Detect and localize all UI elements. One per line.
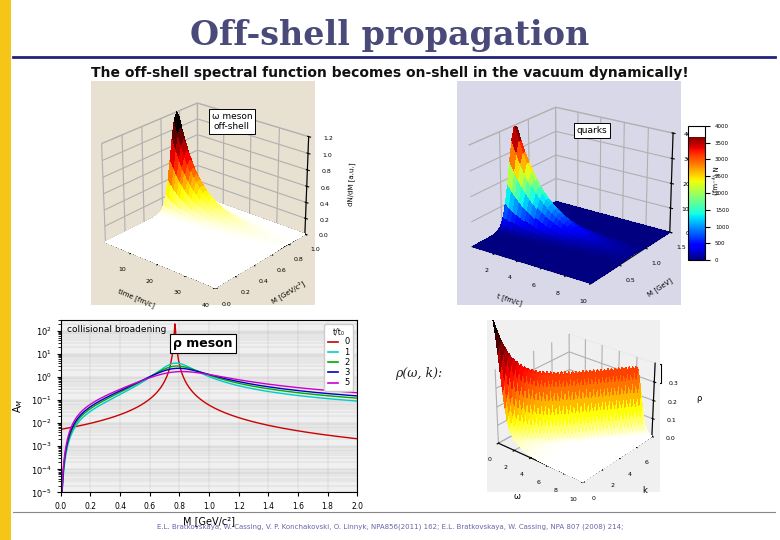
- Line: 2: 2: [61, 366, 357, 492]
- Text: collisional broadening: collisional broadening: [67, 325, 166, 334]
- 2: [353, 395, 362, 401]
- 0: [217, 408, 226, 415]
- Bar: [0, 0, 11, 540]
- 1: [346, 397, 356, 404]
- 0: [200, 399, 209, 405]
- 2: [217, 376, 226, 382]
- Line: 3: 3: [61, 368, 357, 492]
- X-axis label: time [fm/c]: time [fm/c]: [117, 288, 155, 309]
- Legend: 0, 1, 2, 3, 5: 0, 1, 2, 3, 5: [324, 324, 353, 391]
- 5: [56, 489, 66, 496]
- Line: 1: 1: [61, 363, 357, 492]
- 5: [200, 370, 209, 377]
- 1: [217, 378, 226, 384]
- 2: [300, 390, 309, 397]
- Text: Off-shell propagation: Off-shell propagation: [190, 18, 590, 52]
- 2: [197, 369, 207, 376]
- 1: [353, 398, 362, 404]
- 5: [300, 385, 309, 392]
- 1: [197, 370, 207, 377]
- 1: [300, 393, 309, 400]
- 3: [217, 375, 226, 381]
- 2: [56, 489, 66, 496]
- 3: [346, 392, 356, 399]
- 0: [56, 426, 66, 433]
- X-axis label: M [GeV/c²]: M [GeV/c²]: [183, 516, 235, 526]
- 1: [233, 382, 243, 389]
- 5: [177, 368, 186, 375]
- 1: [56, 489, 66, 496]
- Y-axis label: A$_M$: A$_M$: [12, 399, 25, 413]
- Y-axis label: M [GeV]: M [GeV]: [647, 277, 674, 298]
- Line: 5: 5: [61, 372, 357, 492]
- 1: [200, 371, 209, 377]
- Text: gluon: gluon: [622, 367, 658, 380]
- Text: quarks: quarks: [576, 126, 607, 135]
- 2: [233, 380, 243, 386]
- 0: [197, 397, 207, 404]
- Line: 0: 0: [61, 324, 357, 438]
- 3: [200, 370, 209, 376]
- 0: [170, 321, 179, 327]
- 3: [300, 388, 309, 395]
- 2: [346, 394, 356, 401]
- 5: [233, 376, 243, 383]
- 0: [300, 429, 309, 435]
- Text: ρ meson: ρ meson: [173, 338, 233, 350]
- 3: [233, 378, 243, 384]
- 5: [353, 389, 362, 396]
- Text: ω meson
off-shell: ω meson off-shell: [211, 112, 252, 131]
- 5: [197, 370, 207, 376]
- 2: [172, 363, 182, 369]
- X-axis label: t [fm/c]: t [fm/c]: [496, 293, 523, 307]
- 5: [217, 374, 226, 380]
- 3: [174, 365, 183, 372]
- 5: [346, 389, 356, 395]
- 0: [346, 435, 356, 441]
- X-axis label: ω: ω: [514, 492, 520, 501]
- 3: [353, 393, 362, 399]
- Y-axis label: k: k: [642, 486, 647, 495]
- Text: The off-shell spectral function becomes on-shell in the vacuum dynamically!: The off-shell spectral function becomes …: [91, 66, 689, 80]
- 3: [197, 369, 207, 376]
- 0: [233, 414, 243, 421]
- 3: [56, 489, 66, 496]
- 0: [353, 435, 362, 442]
- Y-axis label: M [GeV/c²]: M [GeV/c²]: [270, 279, 306, 305]
- Text: ρ(ω, k):: ρ(ω, k):: [395, 367, 442, 380]
- 2: [200, 370, 209, 376]
- 1: [172, 360, 181, 366]
- Text: E.L. Bratkovskaya, W. Cassing, V. P. Konchakovski, O. Linnyk, NPA856(2011) 162; : E.L. Bratkovskaya, W. Cassing, V. P. Kon…: [157, 523, 623, 530]
